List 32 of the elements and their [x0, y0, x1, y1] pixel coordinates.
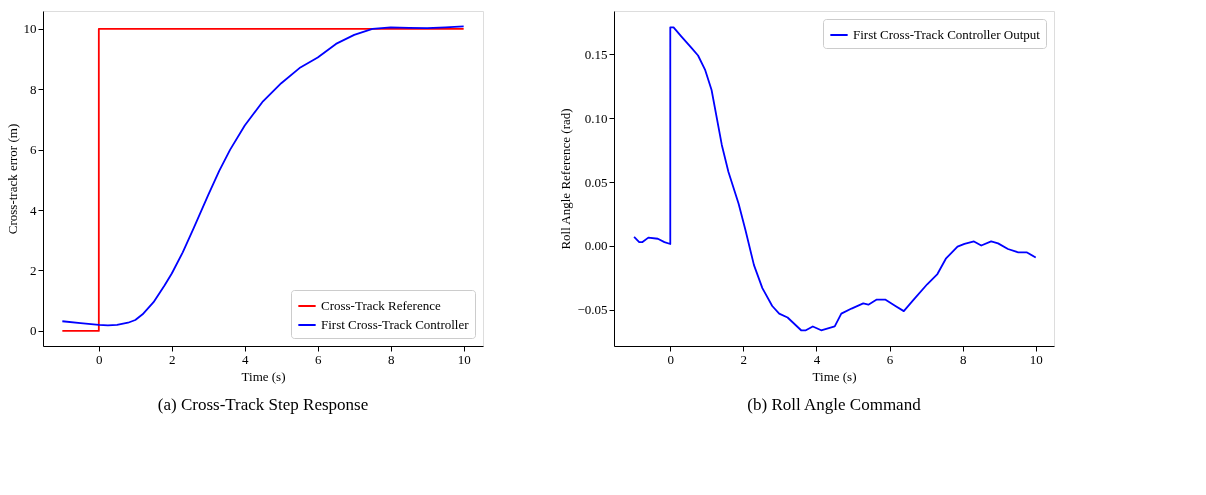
- x-tick-label: 6: [886, 351, 894, 367]
- y-tick-label: 0.05: [584, 174, 608, 190]
- y-tick-label: 0.00: [584, 238, 608, 254]
- x-tick-label: 0: [96, 351, 103, 367]
- x-tick-label: 0: [667, 351, 675, 367]
- y-tick-label: −0.05: [577, 302, 608, 318]
- x-tick-label: 2: [169, 351, 176, 367]
- x-tick-label: 10: [457, 351, 471, 367]
- y-axis-title: Cross-track error (m): [4, 123, 20, 235]
- legend-label: First Cross-Track Controller: [321, 317, 470, 332]
- y-axis-title: Roll Angle Reference (rad): [558, 108, 574, 250]
- y-tick-label: 0.10: [584, 110, 608, 126]
- y-tick-label: 0: [30, 323, 37, 339]
- x-tick-label: 8: [387, 351, 395, 367]
- y-tick-label: 0.15: [584, 46, 608, 62]
- x-tick-label: 2: [740, 351, 748, 367]
- x-axis-title: Time (s): [812, 368, 857, 384]
- x-axis-title: Time (s): [241, 368, 286, 384]
- x-tick-label: 4: [813, 351, 821, 367]
- x-tick-label: 6: [314, 351, 322, 367]
- text: (a) Cross-Track Step Response: [157, 395, 369, 414]
- y-tick-label: 10: [23, 21, 37, 37]
- y-tick-label: 2: [30, 262, 37, 278]
- y-tick-label: 8: [30, 81, 37, 97]
- y-tick-label: 4: [30, 202, 37, 218]
- x-tick-label: 4: [242, 351, 250, 367]
- text: (b) Roll Angle Command: [747, 395, 922, 414]
- x-tick-label: 10: [1029, 351, 1043, 367]
- y-tick-label: 6: [30, 142, 37, 158]
- legend-label: Cross-Track Reference: [321, 298, 441, 313]
- x-tick-label: 8: [959, 351, 967, 367]
- legend-label: First Cross-Track Controller Output: [853, 27, 1041, 42]
